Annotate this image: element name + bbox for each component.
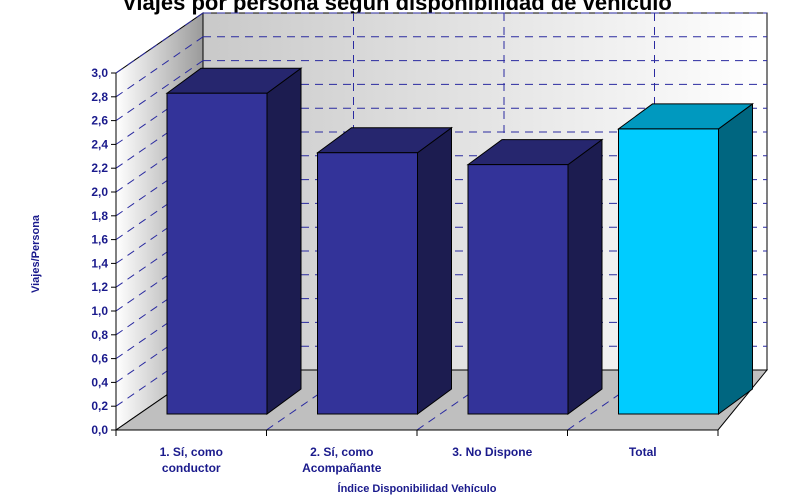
y-tick-label: 0,8 [91, 328, 108, 342]
bar-side [266, 67, 302, 415]
x-category-label: conductor [162, 461, 221, 475]
bar-4 [616, 102, 755, 415]
gridline-side [115, 12, 204, 74]
x-category-label: 2. Sí, como [310, 445, 373, 459]
y-tick-label: 1,8 [91, 209, 108, 223]
y-tick-label: 2,6 [91, 114, 108, 128]
bar-side [567, 138, 603, 415]
y-tick-label: 0,4 [91, 375, 108, 389]
bar-side [417, 126, 452, 415]
bar-2 [315, 126, 454, 415]
bar-front [618, 128, 719, 415]
y-tick-label: 1,4 [91, 256, 108, 270]
y-tick-label: 2,2 [91, 161, 108, 175]
y-tick-label: 0,6 [91, 352, 108, 366]
bar-side [718, 102, 753, 415]
y-tick-label: 1,6 [91, 233, 108, 247]
bars [165, 67, 755, 415]
bar-1 [165, 67, 303, 415]
gridline-side [115, 36, 204, 98]
y-tick-label: 2,8 [91, 90, 108, 104]
y-tick-label: 2,0 [91, 185, 108, 199]
y-tick-label: 1,2 [91, 280, 108, 294]
y-tick-label: 3,0 [91, 66, 108, 80]
bar-front [467, 164, 569, 415]
y-axis-label: Viajes/Persona [30, 214, 42, 293]
y-tick-label: 1,0 [91, 304, 108, 318]
gridline-side [115, 60, 204, 122]
y-tick-label: 2,4 [91, 137, 108, 151]
y-tick-label: 0,2 [91, 399, 108, 413]
x-category-label: 3. No Dispone [452, 445, 532, 459]
x-axis-label: Índice Disponibilidad Vehículo [338, 482, 497, 495]
x-category-label: Total [629, 445, 657, 459]
x-axis-categories: 1. Sí, como conductor 2. Sí, como Acompañan… [115, 430, 719, 475]
x-category-label: Acompañante [302, 461, 382, 475]
y-axis-ticks: 0,0 0,2 0,4 0,6 0,8 1,0 1,2 1,4 1,6 1,8 2,0 2,2 2,4 2… [91, 66, 116, 437]
x-category-label: 1. Sí, como [160, 445, 223, 459]
y-tick-label: 0,0 [91, 423, 108, 437]
bar-3 [466, 138, 604, 415]
bar-front [166, 92, 268, 415]
bar-front [317, 152, 418, 415]
chart-title: Viajes por persona según disponibilidad … [122, 0, 672, 15]
